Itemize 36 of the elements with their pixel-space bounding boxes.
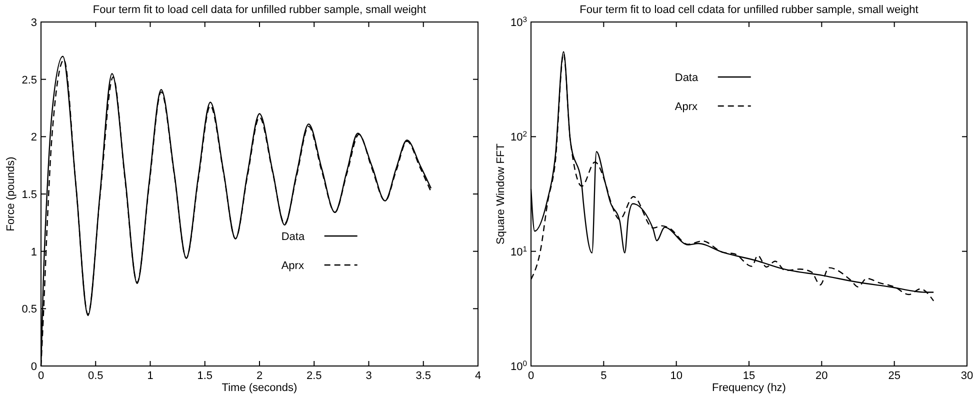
y-tick-label: 1.5 — [22, 189, 37, 201]
x-tick-label: 0 — [528, 370, 534, 382]
x-tick-label: 1.5 — [197, 370, 213, 382]
y-tick-label: 3 — [30, 17, 37, 29]
x-tick-label: 5 — [600, 370, 607, 382]
legend-label: Data — [281, 231, 306, 243]
x-tick-label: 10 — [670, 370, 682, 382]
x-axis-title: Frequency (hz) — [712, 382, 786, 394]
y-tick-label: 10$^{3}$ — [510, 14, 527, 29]
y-tick-label: 0 — [30, 361, 37, 373]
y-tick-label: 0.5 — [22, 304, 37, 316]
x-tick-label: 1 — [147, 370, 154, 382]
x-tick-label: 25 — [888, 370, 900, 382]
x-tick-label: 2.5 — [306, 370, 322, 382]
legend-label: Data — [674, 72, 699, 84]
y-tick-label: 10$^{0}$ — [510, 358, 527, 373]
legend-label: Aprx — [674, 101, 698, 113]
y-tick-label: 10$^{2}$ — [510, 129, 527, 144]
y-tick-label: 10$^{1}$ — [510, 244, 527, 258]
chart-title: Four term fit to load cell cdata for unfilled rubber sample, small weight — [580, 4, 918, 16]
x-tick-label: 3 — [366, 370, 372, 382]
x-tick-label: 4 — [474, 370, 482, 382]
y-tick-label: 2.5 — [22, 74, 37, 86]
legend-label: Aprx — [281, 260, 304, 272]
x-tick-label: 3.5 — [416, 370, 432, 382]
y-tick-label: 2 — [30, 132, 37, 144]
chart-title: Four term fit to load cell data for unfilled rubber sample, small weight — [92, 4, 426, 16]
y-axis-title: Force (pounds) — [5, 156, 17, 232]
x-axis-title: Time (seconds) — [222, 382, 298, 394]
y-axis-title: Square Window FFT — [495, 143, 507, 244]
x-tick-label: 30 — [960, 370, 974, 382]
x-tick-label: 20 — [816, 370, 828, 382]
x-tick-label: 0.5 — [88, 370, 104, 382]
y-tick-label: 1 — [30, 246, 37, 258]
x-tick-label: 15 — [742, 370, 756, 382]
x-tick-label: 2 — [256, 370, 263, 382]
